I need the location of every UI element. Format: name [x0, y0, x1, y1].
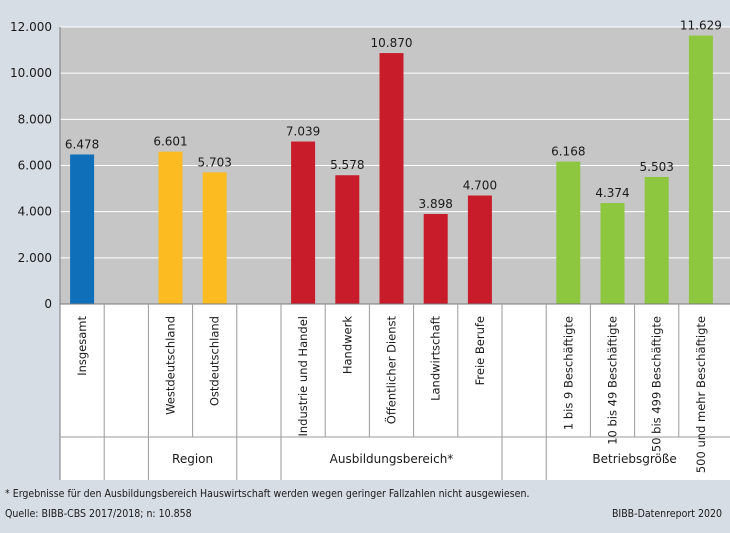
category-label: Landwirtschaft [429, 316, 443, 401]
y-tick-label: 4.000 [18, 205, 52, 219]
category-label: Handwerk [340, 316, 354, 374]
source-note: Quelle: BIBB-CBS 2017/2018; n: 10.858 [5, 508, 192, 520]
category-label: Öffentlicher Dienst [383, 316, 399, 425]
bar-value-label: 5.503 [640, 160, 674, 174]
y-tick-label: 10.000 [10, 66, 52, 80]
bar [379, 53, 404, 304]
report-credit: BIBB-Datenreport 2020 [611, 508, 722, 520]
bar [335, 175, 360, 304]
bar-value-label: 4.374 [595, 186, 629, 200]
footnote: * Ergebnisse für den Ausbildungsbereich … [5, 488, 530, 500]
bar [158, 151, 183, 304]
bar [688, 35, 713, 305]
bar-value-label: 4.700 [463, 179, 497, 193]
category-label: Ostdeutschland [208, 316, 222, 406]
bar-value-label: 6.168 [551, 145, 585, 159]
axes: 0 2.000 4.000 6.000 8.000 10.000 12.000 Insgesa… [10, 20, 730, 480]
bar [556, 161, 581, 304]
category-label: 50 bis 499 Beschäftigte [650, 316, 664, 452]
bar [423, 214, 448, 304]
y-tick-label: 0 [44, 297, 52, 311]
bar-value-label: 11.629 [680, 19, 722, 33]
bar [291, 141, 316, 304]
category-label: Freie Berufe [473, 316, 487, 385]
bar-value-label: 10.870 [371, 36, 413, 50]
bar [644, 176, 669, 304]
category-label: 1 bis 9 Beschäftigte [561, 316, 575, 430]
bar-value-label: 7.039 [286, 125, 320, 139]
bar-value-label: 6.478 [65, 137, 99, 151]
bars: 6.478 6.601 5.703 7.039 5.578 10.870 3.898 4.70… [65, 19, 722, 305]
bar-value-label: 5.703 [198, 155, 232, 169]
bar [600, 203, 625, 304]
category-label: Insgesamt [75, 316, 89, 376]
group-label: Region [172, 452, 213, 466]
y-tick-label: 6.000 [18, 159, 52, 173]
category-label: Westdeutschland [164, 316, 178, 415]
y-tick-label: 8.000 [18, 112, 52, 126]
category-label: Industrie und Handel [296, 316, 310, 437]
category-label: 500 und mehr Beschäftigte [694, 316, 708, 473]
bar-value-label: 6.601 [153, 135, 187, 149]
bar [70, 154, 95, 304]
bar [467, 195, 492, 304]
category-axis-panel [60, 304, 730, 480]
bar-value-label: 3.898 [419, 197, 453, 211]
y-tick-label: 2.000 [18, 251, 52, 265]
y-tick-label: 12.000 [10, 20, 52, 34]
bar-value-label: 5.578 [330, 158, 364, 172]
group-label: Ausbildungsbereich* [330, 452, 454, 466]
category-label: 10 bis 49 Beschäftigte [606, 316, 620, 445]
bar [202, 172, 227, 304]
group-label: Betriebsgröße [592, 452, 676, 466]
